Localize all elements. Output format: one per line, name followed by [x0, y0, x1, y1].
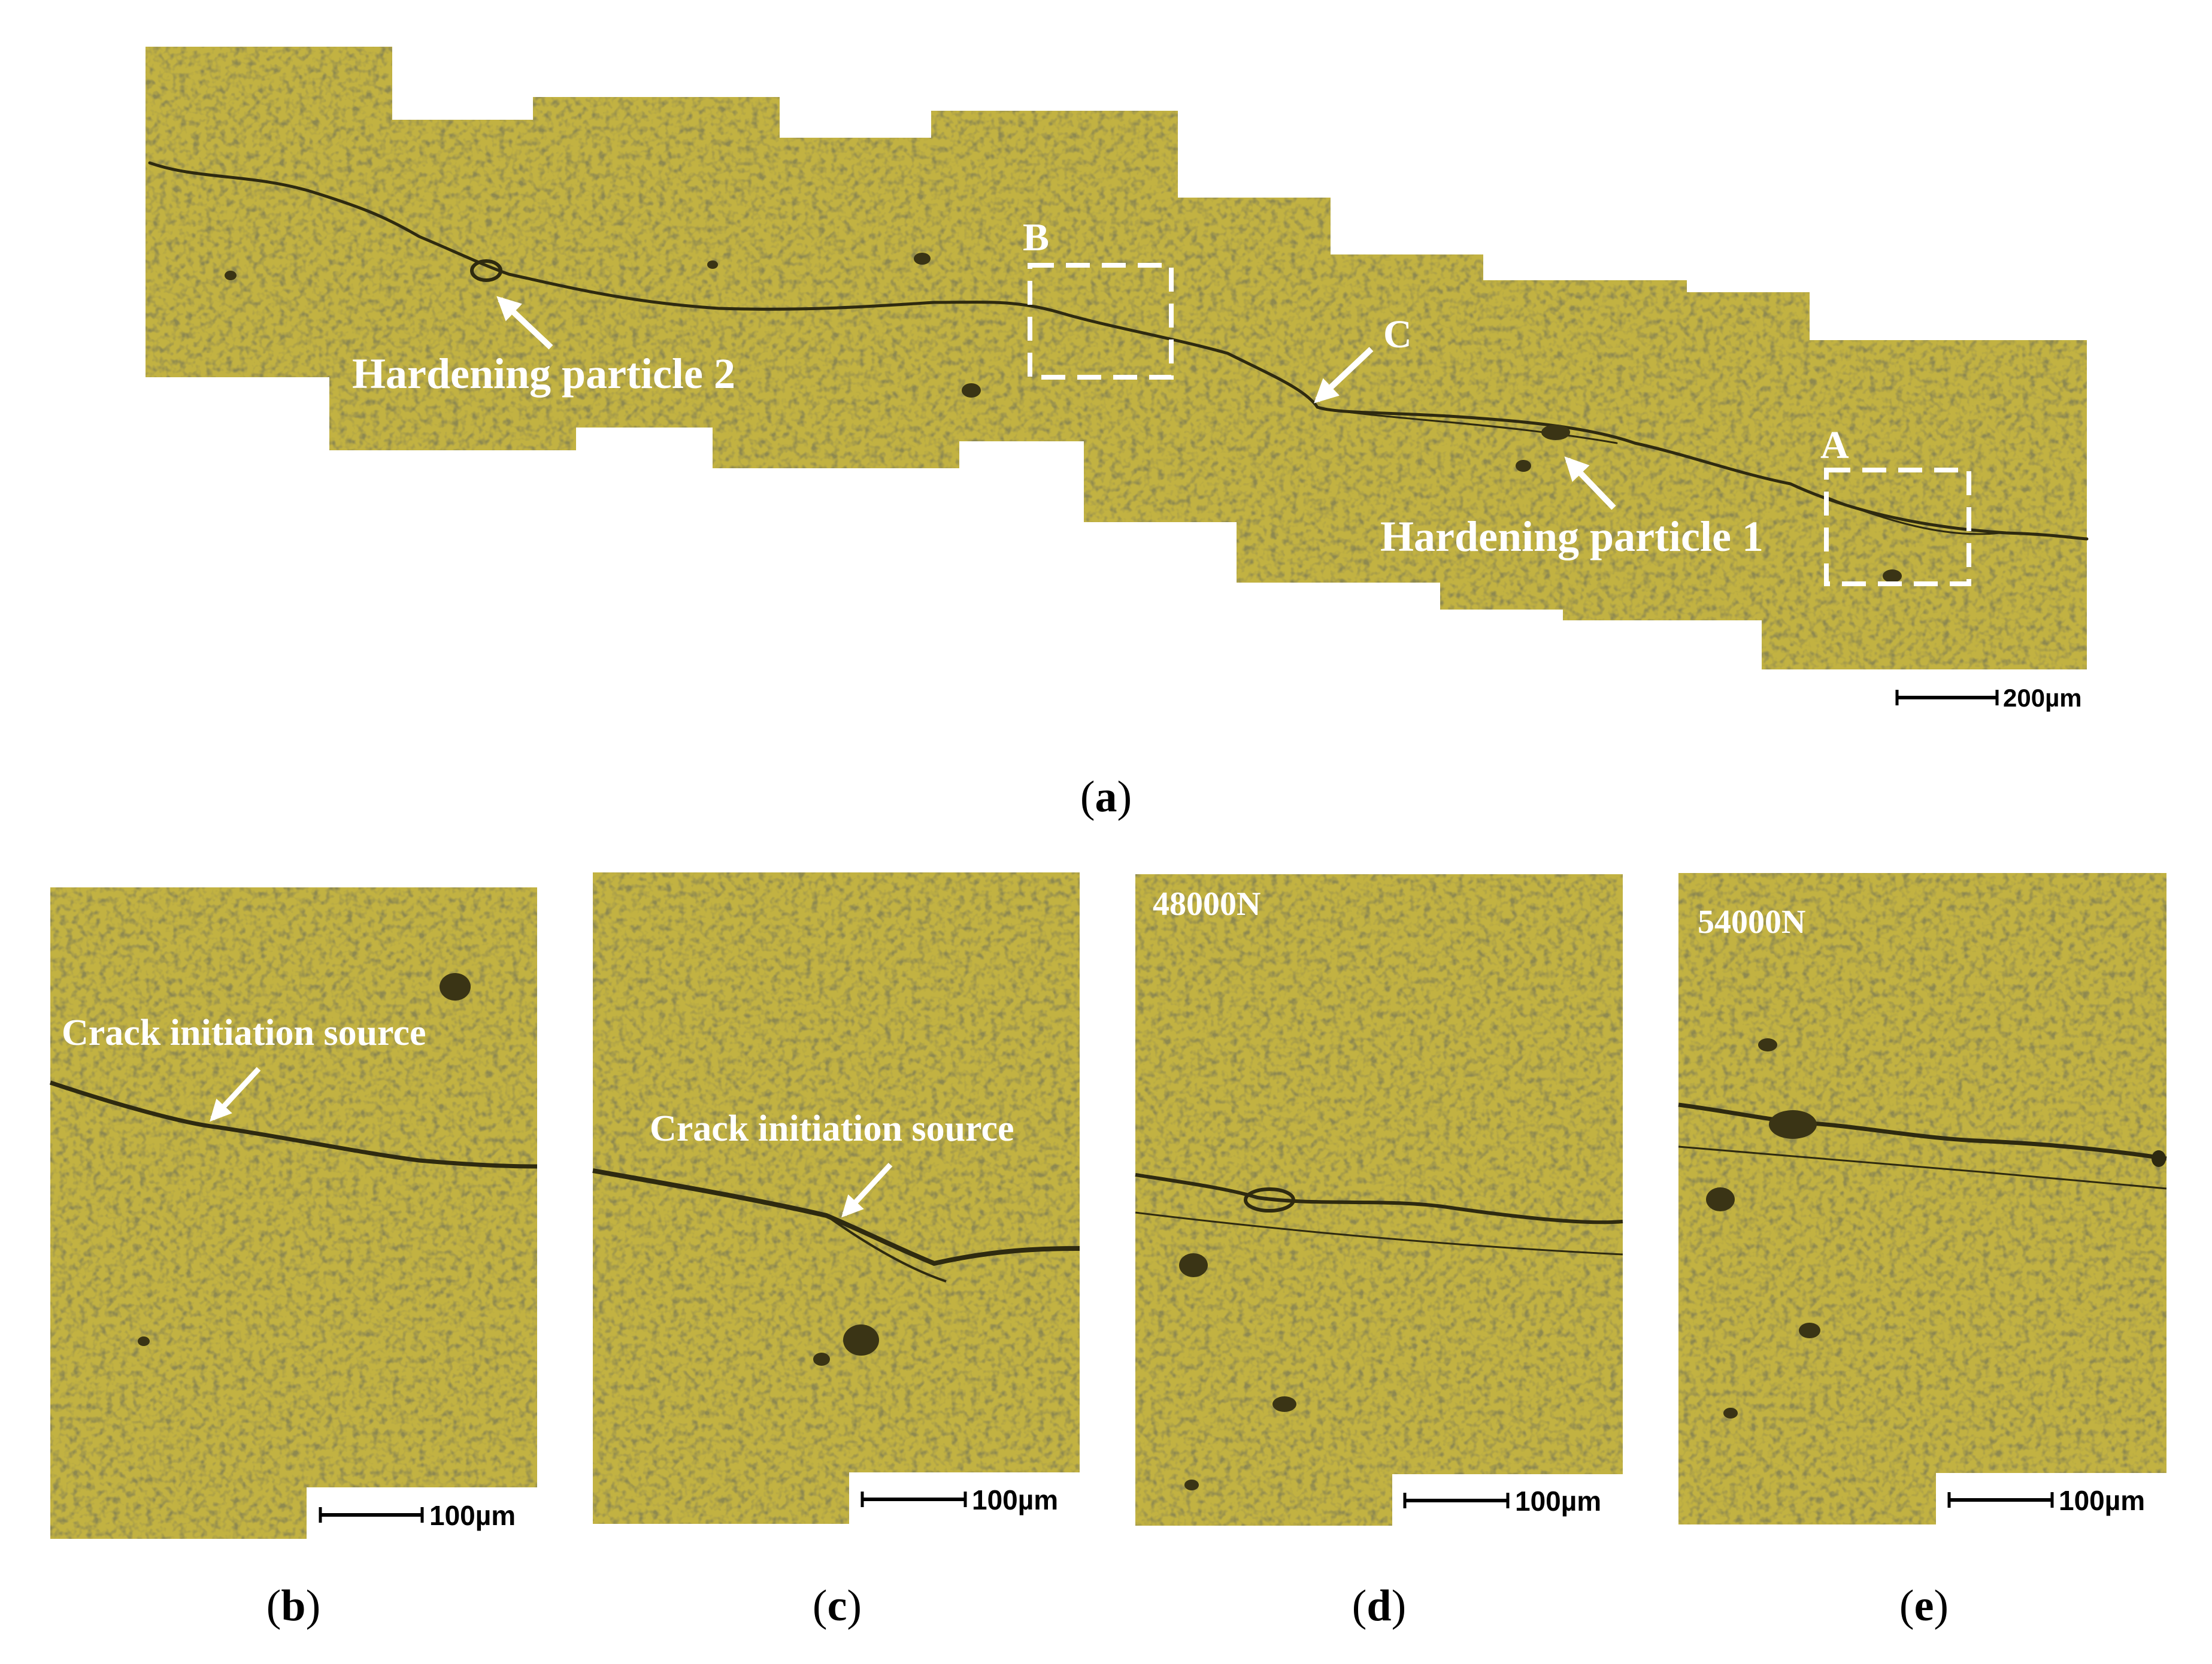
scalebar-label: 100µm: [2059, 1485, 2145, 1516]
panel-c-arrow: [841, 1162, 893, 1218]
panel-c: 100µm Crack initiation source (c): [592, 872, 1080, 1630]
pore: [1179, 1253, 1208, 1277]
panel-e-caption: (e): [1899, 1581, 1949, 1630]
arrow-c: [1314, 347, 1374, 404]
panel-d-crack: [1135, 1173, 1623, 1224]
pore: [2152, 1150, 2166, 1167]
pore: [1799, 1323, 1820, 1338]
panel-e-crack-secondary: [1678, 1145, 2167, 1190]
scalebar-label: 100µm: [429, 1500, 516, 1531]
panel-e-scale-box: 100µm: [1936, 1473, 2166, 1524]
pore: [1244, 1187, 1295, 1213]
panel-c-crack: [592, 1168, 1080, 1266]
panel-a-particles: [225, 253, 1902, 583]
scalebar-label: 100µm: [972, 1484, 1058, 1516]
pore: [1769, 1110, 1817, 1139]
panel-d: 100µm 48000N (d): [1135, 874, 1623, 1630]
pore: [1758, 1038, 1777, 1051]
panel-c-caption: (c): [813, 1581, 862, 1630]
pore: [843, 1324, 879, 1356]
pore: [707, 260, 718, 269]
particle-2-label: Hardening particle 2: [352, 350, 735, 398]
box-b: [1028, 263, 1174, 380]
pore: [813, 1353, 830, 1366]
pore: [1272, 1396, 1296, 1412]
panel-e: 100µm 54000N (e): [1678, 873, 2167, 1630]
panel-e-micrograph: [1678, 873, 2166, 1524]
point-c-label: C: [1383, 313, 1412, 356]
particle-1-label: Hardening particle 1: [1380, 513, 1763, 560]
panel-b: 100µm Crack initiation source (b): [49, 887, 538, 1630]
panel-b-arrow: [210, 1066, 261, 1122]
arrow-particle-2: [496, 296, 553, 350]
hardening-particle-1: [1541, 425, 1570, 440]
panel-b-crack: [49, 1080, 538, 1169]
mosaic-tile: [1762, 340, 2087, 669]
pore: [1723, 1408, 1738, 1419]
box-a: [1824, 468, 1971, 586]
panel-e-crack: [1678, 1102, 2167, 1161]
panel-d-micrograph: [1135, 874, 1623, 1526]
panel-a-scalebar: 200µm: [1895, 684, 2082, 712]
scalebar-label: 200µm: [2003, 684, 2082, 712]
pore: [1883, 569, 1902, 583]
pore: [1706, 1187, 1735, 1211]
panel-c-crack-branch: [825, 1214, 947, 1283]
panel-d-load-label: 48000N: [1153, 886, 1260, 923]
panel-b-caption: (b): [266, 1581, 320, 1630]
panel-d-scale-box: 100µm: [1392, 1474, 1623, 1526]
panel-b-annotation: Crack initiation source: [62, 1013, 426, 1053]
panel-e-load-label: 54000N: [1698, 904, 1805, 941]
panel-a-mosaic: [146, 47, 2087, 669]
panel-d-crack-secondary: [1135, 1211, 1623, 1256]
panel-a: B A C Hardening particle 2 Hardening par…: [146, 47, 2089, 822]
pore: [914, 253, 931, 265]
pore: [138, 1336, 150, 1346]
panel-b-scale-box: 100µm: [307, 1487, 537, 1539]
pore: [440, 973, 471, 1001]
panel-c-micrograph: [593, 872, 1080, 1524]
pore: [1516, 460, 1531, 472]
box-b-label: B: [1023, 216, 1049, 259]
panel-c-annotation: Crack initiation source: [650, 1108, 1014, 1149]
panel-a-caption: (a): [1080, 772, 1132, 822]
arrow-particle-1: [1564, 456, 1616, 510]
pore: [962, 383, 981, 398]
scalebar-label: 100µm: [1515, 1486, 1601, 1517]
panel-a-annotations: B A C Hardening particle 2 Hardening par…: [352, 216, 1971, 586]
hardening-particle-2: [470, 259, 502, 282]
pore: [1184, 1480, 1199, 1490]
box-a-label: A: [1820, 423, 1849, 467]
panel-c-scale-box: 100µm: [849, 1472, 1080, 1524]
panel-d-caption: (d): [1352, 1581, 1406, 1630]
pore: [225, 271, 237, 280]
